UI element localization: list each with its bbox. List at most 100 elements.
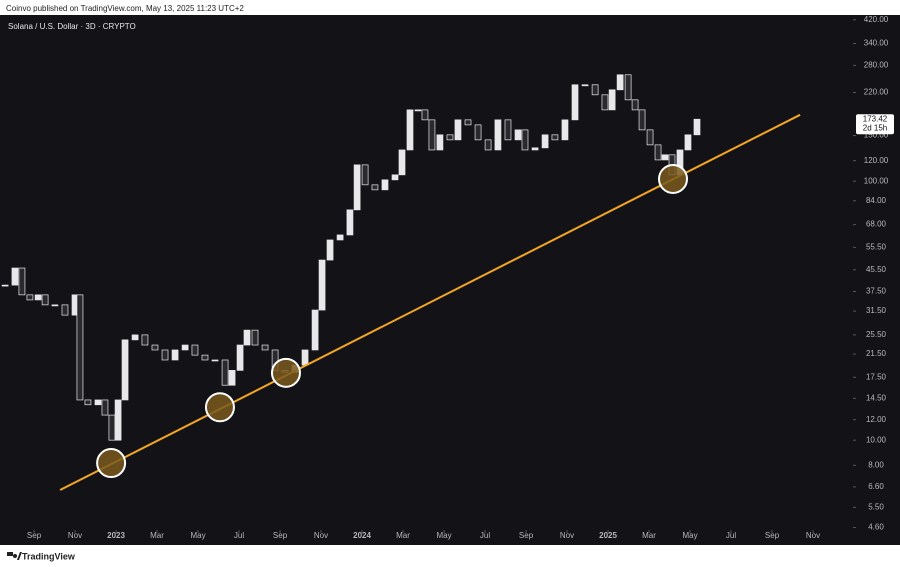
candle bbox=[141, 334, 149, 346]
y-tick-label: 5.50 bbox=[868, 503, 884, 512]
y-tick-label: 6.60 bbox=[868, 482, 884, 491]
candle bbox=[161, 349, 169, 361]
x-tick-label: Mar bbox=[396, 531, 410, 540]
candle bbox=[346, 209, 354, 236]
y-tick-label: 55.50 bbox=[866, 243, 887, 252]
candle bbox=[638, 109, 646, 131]
y-tick-label: 37.50 bbox=[866, 287, 887, 296]
candle bbox=[201, 354, 209, 361]
x-tick-label: May bbox=[436, 531, 451, 540]
candle bbox=[371, 184, 379, 191]
x-tick-label: Sep bbox=[27, 531, 42, 540]
chart-title: Solana / U.S. Dollar · 3D · CRYPTO bbox=[8, 22, 136, 31]
countdown: 2d 15h bbox=[863, 123, 887, 132]
candle bbox=[684, 134, 692, 151]
y-tick-label: 280.00 bbox=[864, 60, 889, 69]
candle bbox=[474, 124, 482, 141]
y-tick-label: 25.50 bbox=[866, 330, 887, 339]
candle bbox=[616, 74, 624, 91]
x-tick-label: Nov bbox=[68, 531, 82, 540]
candle bbox=[541, 134, 549, 149]
candle bbox=[76, 294, 84, 401]
candle bbox=[131, 334, 139, 341]
x-tick-label: Sep bbox=[765, 531, 780, 540]
brand: TradingView bbox=[22, 551, 76, 561]
candle bbox=[421, 109, 429, 121]
candle bbox=[693, 118, 701, 136]
x-tick-label: 2023 bbox=[107, 531, 125, 540]
y-tick-label: 10.00 bbox=[866, 435, 887, 444]
x-tick-label: Mar bbox=[150, 531, 164, 540]
candle bbox=[581, 84, 589, 87]
y-tick-label: 4.60 bbox=[868, 523, 884, 532]
touch-highlight bbox=[270, 357, 301, 388]
candle bbox=[191, 344, 199, 356]
x-tick-label: May bbox=[190, 531, 205, 540]
y-tick-label: 420.00 bbox=[864, 15, 889, 24]
touch-highlight bbox=[96, 448, 127, 479]
candle bbox=[646, 129, 654, 146]
touch-highlight bbox=[658, 163, 689, 194]
candle bbox=[181, 344, 189, 351]
x-tick-label: Nov bbox=[806, 531, 820, 540]
candle bbox=[353, 164, 361, 211]
candle bbox=[654, 144, 662, 161]
candle bbox=[26, 294, 34, 301]
candle bbox=[84, 399, 92, 406]
candle bbox=[121, 339, 129, 401]
candle bbox=[151, 344, 159, 351]
price-tag-label: 173.42 bbox=[863, 114, 888, 123]
y-tick-label: 68.00 bbox=[866, 220, 887, 229]
candle bbox=[236, 344, 244, 371]
candle bbox=[398, 149, 406, 176]
candle bbox=[514, 129, 522, 141]
y-tick-label: 340.00 bbox=[864, 39, 889, 48]
x-tick-label: Mar bbox=[642, 531, 656, 540]
chart-bg bbox=[0, 15, 900, 545]
candle bbox=[601, 94, 609, 111]
x-tick-label: Nov bbox=[314, 531, 328, 540]
candle bbox=[211, 359, 219, 362]
candle bbox=[361, 164, 369, 186]
x-tick-label: Sep bbox=[519, 531, 534, 540]
candle bbox=[94, 399, 102, 406]
y-tick-label: 220.00 bbox=[864, 88, 889, 97]
candle bbox=[108, 414, 116, 441]
y-tick-label: 31.50 bbox=[866, 306, 887, 315]
candle bbox=[484, 139, 492, 151]
candle bbox=[624, 74, 632, 101]
candle bbox=[228, 370, 236, 386]
candle bbox=[591, 84, 599, 96]
candle bbox=[494, 119, 502, 151]
candle bbox=[608, 89, 616, 111]
candle bbox=[571, 84, 579, 121]
candle bbox=[51, 304, 59, 307]
x-tick-label: Sep bbox=[273, 531, 288, 540]
x-tick-label: Jul bbox=[234, 531, 244, 540]
candle bbox=[561, 119, 569, 141]
y-tick-label: 150.00 bbox=[864, 131, 889, 140]
candle bbox=[504, 119, 512, 141]
candle bbox=[251, 329, 259, 346]
candle bbox=[301, 349, 309, 366]
byline: Coinvo published on TradingView.com, May… bbox=[6, 4, 244, 13]
candle bbox=[406, 109, 414, 151]
touch-highlight bbox=[204, 392, 235, 423]
candle bbox=[631, 99, 639, 111]
candle bbox=[464, 119, 472, 126]
brand-logo bbox=[7, 552, 22, 560]
candle bbox=[336, 234, 344, 241]
x-tick-label: 2024 bbox=[353, 531, 371, 540]
candle bbox=[436, 134, 444, 151]
y-tick-label: 100.00 bbox=[864, 176, 889, 185]
candle bbox=[171, 349, 179, 361]
candle bbox=[551, 134, 559, 141]
candle bbox=[661, 154, 669, 161]
candle bbox=[428, 119, 436, 151]
candle bbox=[311, 309, 319, 351]
plot bbox=[1, 74, 701, 441]
price-tag bbox=[856, 114, 894, 135]
candle bbox=[34, 294, 42, 301]
